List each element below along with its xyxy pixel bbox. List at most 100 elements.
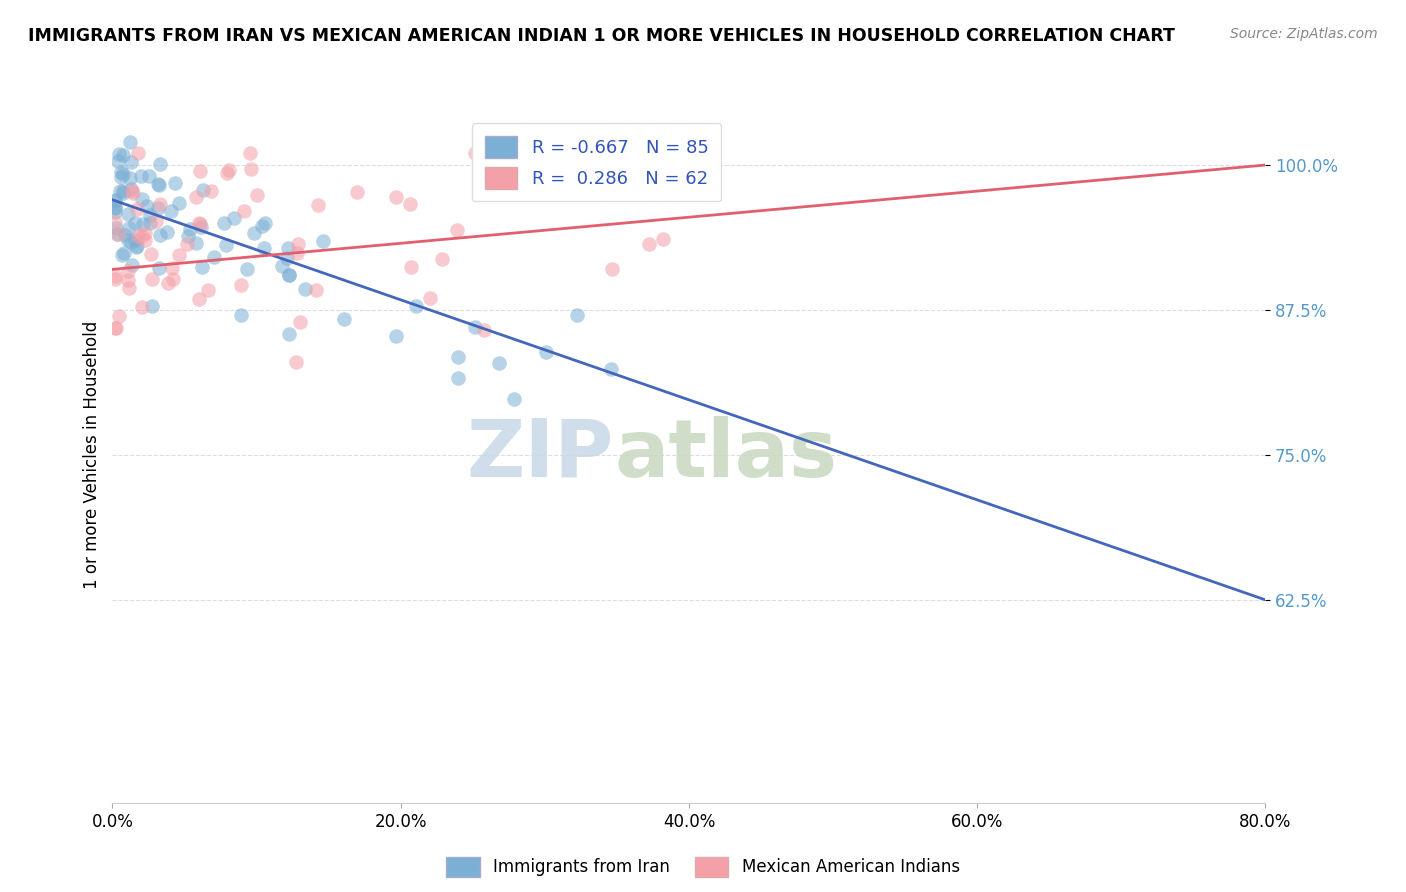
Point [464,319,486,334]
Point [104,221,127,235]
Point [346,185,368,199]
Point [111,248,134,262]
Point [145,214,167,228]
Point [139,247,162,261]
Point [284,355,307,369]
Point [278,268,301,283]
Point [112,246,135,260]
Text: IMMIGRANTS FROM IRAN VS MEXICAN AMERICAN INDIAN 1 OR MORE VEHICLES IN HOUSEHOLD : IMMIGRANTS FROM IRAN VS MEXICAN AMERICAN… [28,27,1175,45]
Point [110,164,132,178]
Point [179,221,201,235]
Point [108,184,131,198]
Point [191,183,214,197]
Point [149,227,172,242]
Point [125,240,148,254]
Point [167,195,190,210]
Point [136,199,159,213]
Point [127,229,149,244]
Point [188,217,211,231]
Point [156,225,179,239]
Point [464,146,486,161]
Point [243,226,266,240]
Point [187,216,209,230]
Legend: Immigrants from Iran, Mexican American Indians: Immigrants from Iran, Mexican American I… [440,850,966,884]
Text: ZIP: ZIP [467,416,614,494]
Point [124,216,146,230]
Point [108,310,131,324]
Point [236,262,259,277]
Point [124,233,146,247]
Point [419,291,441,305]
Point [149,197,172,211]
Point [107,227,129,242]
Point [104,193,127,207]
Point [288,315,311,329]
Point [127,238,149,252]
Point [148,178,170,192]
Point [222,211,245,226]
Text: Source: ZipAtlas.com: Source: ZipAtlas.com [1230,27,1378,41]
Point [111,185,134,199]
Point [138,169,160,183]
Point [120,182,142,196]
Point [312,234,335,248]
Point [239,146,262,161]
Point [233,204,256,219]
Point [118,280,141,294]
Point [599,362,621,376]
Point [167,248,190,262]
Point [254,216,277,230]
Point [118,221,141,235]
Point [294,282,316,296]
Point [447,371,470,385]
Point [447,350,470,364]
Point [117,233,139,247]
Point [534,344,557,359]
Point [405,298,427,312]
Point [104,200,127,214]
Point [141,299,163,313]
Point [156,276,179,290]
Point [104,201,127,215]
Point [602,262,624,277]
Point [197,283,219,297]
Point [271,259,294,273]
Point [277,268,299,282]
Point [212,216,235,230]
Point [134,233,156,247]
Point [218,162,240,177]
Point [488,356,510,370]
Point [117,207,139,221]
Legend: R = -0.667   N = 85, R =  0.286   N = 62: R = -0.667 N = 85, R = 0.286 N = 62 [472,123,721,202]
Point [544,178,567,193]
Point [104,215,127,229]
Point [399,197,422,211]
Point [187,292,209,306]
Point [111,186,134,200]
Point [502,392,524,406]
Point [651,232,673,246]
Point [446,223,468,237]
Point [114,228,136,243]
Point [229,277,252,292]
Point [184,236,207,251]
Point [636,169,658,183]
Point [472,322,495,336]
Point [385,190,408,204]
Point [104,321,127,335]
Point [104,272,127,286]
Point [305,283,328,297]
Point [162,272,184,286]
Point [278,326,301,341]
Point [121,185,143,199]
Point [200,184,222,198]
Point [567,308,589,322]
Point [146,177,169,191]
Point [120,235,142,250]
Point [177,228,200,243]
Point [276,252,298,266]
Point [132,217,155,231]
Point [160,261,183,276]
Point [120,155,142,169]
Point [118,171,141,186]
